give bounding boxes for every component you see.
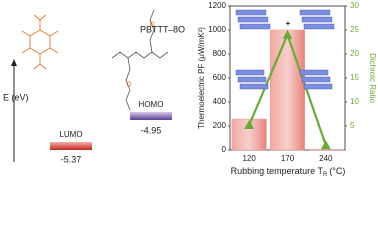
lumo-value: -5.37 <box>61 154 82 164</box>
y2-tick-label: 30 <box>350 1 359 10</box>
marker <box>244 120 255 130</box>
marks: 0 200 400 600 800 1000 1200 5 10 15 20 25 30 120 170 24… <box>208 1 359 163</box>
y2-tick-label: 10 <box>350 97 359 106</box>
y-axis-label: Thermoelectric PF (μW/mK²) <box>197 27 206 129</box>
crystal-illustrations <box>235 9 335 90</box>
side-chain-label: –8O <box>168 24 185 34</box>
y-tick-label: 600 <box>213 73 227 82</box>
y-tick-label: 1000 <box>208 25 226 34</box>
x-tick-label: 170 <box>281 154 295 163</box>
x-tick-label: 240 <box>319 154 333 163</box>
x-tick-label: 120 <box>242 154 256 163</box>
homo-value: -4.95 <box>141 125 162 135</box>
polymer-molecule <box>111 9 169 111</box>
y-tick-label: 400 <box>213 97 227 106</box>
marker <box>282 29 293 39</box>
plus-sign: + <box>286 19 291 28</box>
figure: PBTTT –8O E (eV) LUMO -5.37 HOMO -4.95 T… <box>3 1 377 177</box>
y2-axis-label: Dichroic Ratio <box>368 53 377 103</box>
dopant-molecule <box>21 14 59 70</box>
x-axis-label: Rubbing temperature TR (°C) <box>231 166 346 177</box>
x-label-text: Rubbing temperature T <box>231 166 324 176</box>
y2-tick-label: 25 <box>350 25 359 34</box>
marker <box>320 140 331 150</box>
y2-tick-label: 20 <box>350 49 359 58</box>
energy-axis-label: E (eV) <box>3 92 29 102</box>
x-label-unit: (°C) <box>329 166 345 176</box>
polymer-label: PBTTT <box>140 24 169 34</box>
y-tick-label: 1200 <box>208 1 226 10</box>
y-tick-label: 200 <box>213 121 227 130</box>
lumo-label: LUMO <box>59 130 82 139</box>
bar <box>270 29 305 151</box>
lumo-level <box>50 142 92 150</box>
y2-tick-label: 5 <box>350 121 355 130</box>
y-tick-label: 800 <box>213 49 227 58</box>
homo-level <box>130 112 172 120</box>
energy-arrow <box>11 59 17 66</box>
x-label-subscript: R <box>323 172 328 177</box>
bar <box>308 149 344 151</box>
homo-label: HOMO <box>139 100 164 109</box>
y-tick-label: 0 <box>222 145 227 154</box>
y2-tick-label: 15 <box>350 73 359 82</box>
